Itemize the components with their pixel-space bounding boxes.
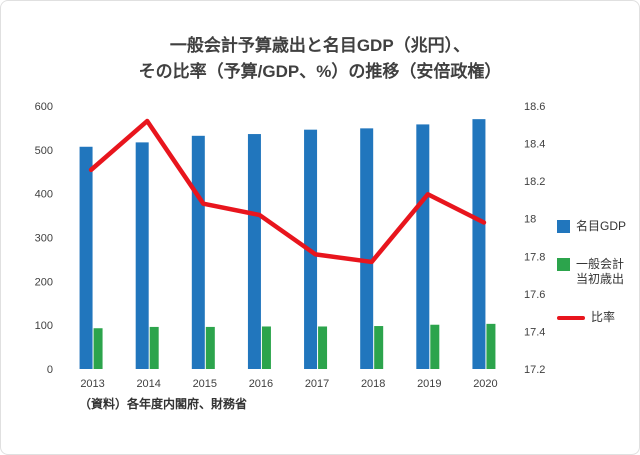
- x-axis-year-label: 2016: [249, 378, 273, 390]
- legend-item-expenditure: 一般会計 当初歳出: [557, 257, 626, 288]
- x-axis-year-label: 2015: [193, 378, 217, 390]
- gdp-bar: [472, 119, 486, 370]
- right-axis-tick-label: 18: [524, 214, 536, 226]
- expenditure-series-swatch: [557, 257, 570, 271]
- expenditure-bar: [430, 324, 440, 369]
- right-axis-tick-label: 17.6: [524, 289, 545, 301]
- x-axis-year-label: 2013: [80, 378, 104, 390]
- chart-title-line1: 一般会計予算歳出と名目GDP（兆円）、: [169, 36, 471, 55]
- left-axis-tick-label: 100: [35, 320, 53, 332]
- gdp-legend-label: 名目GDP: [576, 219, 627, 233]
- ratio-legend-label: 比率: [591, 309, 616, 324]
- expenditure-legend-label: 一般会計 当初歳出: [576, 256, 625, 287]
- x-axis-year-label: 2018: [361, 378, 385, 390]
- chart-legend: 名目GDP 一般会計 当初歳出 比率: [557, 219, 626, 325]
- expenditure-bar: [486, 323, 496, 369]
- x-axis-year-label: 2014: [136, 378, 160, 390]
- left-axis-tick-label: 0: [47, 364, 53, 376]
- gdp-bar: [191, 135, 205, 369]
- right-axis-tick-label: 17.2: [524, 364, 545, 376]
- right-axis-tick-label: 18.2: [524, 176, 545, 188]
- left-axis-tick-label: 300: [35, 233, 53, 245]
- expenditure-bar: [149, 326, 159, 369]
- ratio-line: [88, 118, 487, 265]
- combo-chart: 0 100 200 300 400 500 600 17.2 17.4 17.6 17.8 18 18.…: [35, 101, 546, 390]
- gdp-bar: [360, 128, 374, 369]
- expenditure-bar: [318, 326, 328, 369]
- expenditure-bar: [261, 326, 271, 369]
- right-axis-tick-label: 18.6: [524, 101, 545, 113]
- left-axis-tick-label: 500: [35, 145, 53, 157]
- gdp-bar: [135, 142, 149, 369]
- source-note: （資料）各年度内閣府、財務省: [79, 397, 248, 411]
- left-axis-tick-label: 400: [35, 189, 53, 201]
- left-axis-tick-label: 600: [35, 101, 53, 113]
- expenditure-bar: [205, 326, 215, 369]
- x-axis-year-label: 2017: [305, 378, 329, 390]
- gdp-bar: [416, 124, 430, 369]
- gdp-bar: [247, 134, 261, 369]
- ratio-series-swatch: [557, 315, 585, 320]
- left-axis-tick-label: 200: [35, 276, 53, 288]
- x-axis-year-label: 2019: [417, 378, 441, 390]
- expenditure-bar: [93, 328, 103, 369]
- chart-title-line2: その比率（予算/GDP、%）の推移（安倍政権）: [138, 62, 502, 82]
- gdp-series-swatch: [557, 220, 570, 233]
- chart-title: 一般会計予算歳出と名目GDP（兆円）、 その比率（予算/GDP、%）の推移（安倍…: [1, 33, 639, 86]
- legend-item-gdp: 名目GDP: [557, 219, 626, 235]
- gdp-bar: [79, 146, 93, 369]
- x-axis-year-label: 2020: [473, 378, 497, 390]
- legend-item-ratio: 比率: [557, 310, 626, 326]
- expenditure-bar: [374, 326, 384, 369]
- right-axis-tick-label: 18.4: [524, 139, 545, 151]
- right-axis-tick-label: 17.4: [524, 326, 545, 338]
- right-axis-tick-label: 17.8: [524, 251, 545, 263]
